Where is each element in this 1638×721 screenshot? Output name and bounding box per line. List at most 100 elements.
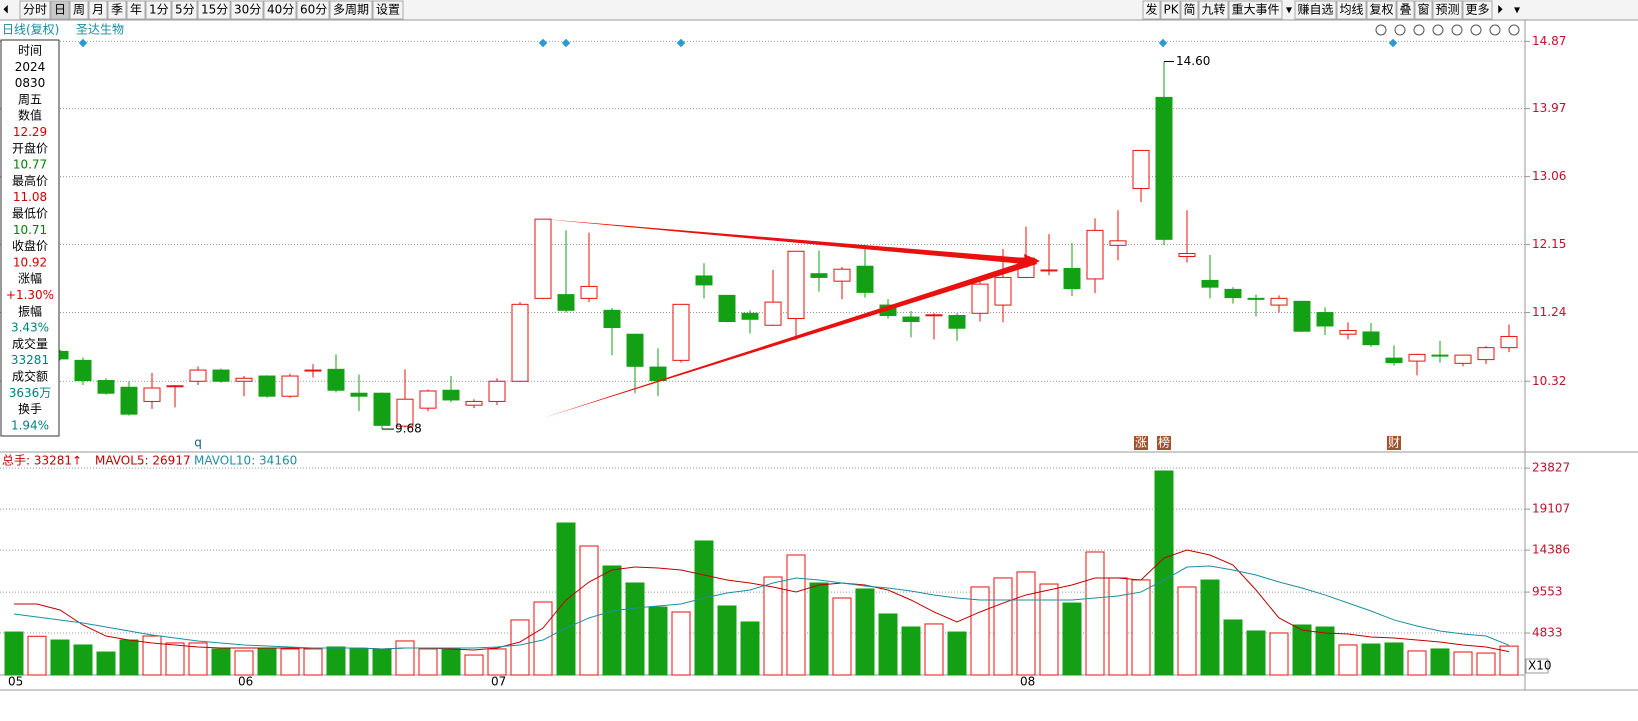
toolbar-label[interactable]: 叠	[1400, 3, 1412, 17]
toolbar-button[interactable]	[69, 0, 89, 20]
toolbar-label[interactable]: 年	[130, 3, 142, 17]
toolbar-label[interactable]: 发	[1146, 2, 1158, 17]
toolbar-label[interactable]: 40分	[267, 3, 294, 17]
volume-bar	[694, 540, 714, 676]
toolbar-label[interactable]: 简	[1184, 3, 1196, 17]
toolbar-button[interactable]	[329, 0, 373, 20]
toolbar-label[interactable]: 30分	[234, 3, 261, 17]
toolbar-button[interactable]	[19, 0, 51, 20]
toolbar-label[interactable]: 季	[111, 3, 123, 17]
candle-body	[1132, 149, 1150, 190]
volume-bar	[533, 601, 553, 676]
tool-hand[interactable]	[1394, 24, 1406, 36]
volume-legend: 总手: 33281↑	[2, 454, 82, 468]
candle-body	[120, 386, 138, 415]
volume-bar	[717, 605, 737, 676]
toolbar-button[interactable]	[230, 0, 264, 20]
toolbar-label[interactable]: 复权	[1370, 3, 1394, 17]
toolbar-label[interactable]: 1分	[149, 3, 169, 17]
toolbar-label[interactable]: 60分	[300, 3, 327, 17]
toolbar-button[interactable]	[1414, 0, 1433, 20]
toolbar-label[interactable]: 重大事件	[1232, 3, 1280, 17]
toolbar-button[interactable]	[1142, 0, 1161, 20]
info-label: 最高价	[12, 173, 48, 188]
tool-undo[interactable]	[1432, 24, 1444, 36]
toolbar-button[interactable]	[50, 0, 70, 20]
toolbar-button[interactable]	[1336, 0, 1367, 20]
volume-bar	[970, 586, 990, 676]
toolbar-button[interactable]	[1462, 0, 1493, 20]
volume-bar	[901, 626, 921, 676]
tool-zoom-in[interactable]	[1489, 24, 1501, 36]
icon-menu[interactable]: ▾	[1514, 3, 1520, 17]
volume-bar	[1154, 470, 1174, 676]
tool-cut[interactable]	[1451, 24, 1463, 36]
volume-bar	[257, 648, 277, 676]
ma-line	[13, 565, 1510, 650]
volume-bar	[1338, 644, 1358, 676]
toolbar-button[interactable]	[372, 0, 404, 20]
toolbar-label[interactable]: 日	[54, 3, 66, 17]
plot	[0, 40, 1525, 676]
tool-play[interactable]	[1413, 24, 1425, 36]
toolbar-button[interactable]	[1396, 0, 1415, 20]
candle-body	[1339, 329, 1357, 335]
event-marker: 涨	[1135, 435, 1147, 450]
toolbar-button[interactable]	[1366, 0, 1397, 20]
icon-next[interactable]: ⏵	[1497, 3, 1503, 17]
toolbar-button[interactable]	[88, 0, 108, 20]
volume-bar	[1292, 624, 1312, 676]
volume-bar	[349, 648, 369, 676]
unit-box	[1525, 658, 1549, 674]
toolbar-button[interactable]	[171, 0, 198, 20]
tool-zoom-out[interactable]	[1508, 24, 1520, 36]
toolbar-label[interactable]: 5分	[175, 3, 195, 17]
toolbar-button[interactable]	[107, 0, 127, 20]
candle-body	[1178, 253, 1196, 258]
icon-prev[interactable]: ⏴	[3, 3, 9, 17]
toolbar-label[interactable]: 月	[92, 3, 104, 17]
candle-body	[1408, 353, 1426, 362]
volume-bar	[1246, 630, 1266, 676]
candle-body	[1431, 354, 1449, 357]
toolbar-label[interactable]: 赚自选	[1298, 2, 1334, 17]
info-value: 33281	[11, 353, 49, 367]
toolbar-button[interactable]	[1432, 0, 1463, 20]
toolbar-button[interactable]	[1294, 0, 1337, 20]
volume-bar	[556, 522, 576, 676]
toolbar-button[interactable]	[263, 0, 297, 20]
toolbar-button[interactable]	[145, 0, 172, 20]
volume-unit: X10	[1528, 659, 1552, 673]
toolbar-label[interactable]: 设置	[376, 3, 400, 17]
toolbar-label[interactable]: 均线	[1340, 3, 1364, 17]
toolbar-button[interactable]	[1180, 0, 1199, 20]
toolbar-label[interactable]: 分时	[23, 3, 47, 17]
toolbar-button[interactable]	[296, 0, 330, 20]
volume-bar	[1407, 650, 1427, 676]
toolbar-label[interactable]: PK	[1164, 3, 1180, 17]
volume-bar	[1108, 577, 1128, 676]
toolbar-label[interactable]: 预测	[1436, 3, 1460, 17]
icon-dropdown[interactable]: ▾	[1286, 3, 1292, 17]
toolbar-label[interactable]: 更多	[1466, 3, 1490, 17]
candle-body	[511, 303, 529, 382]
info-label: 成交量	[12, 336, 48, 351]
toolbar-label[interactable]: 多周期	[333, 3, 369, 17]
toolbar-label[interactable]: 周	[73, 3, 85, 17]
toolbar-button[interactable]	[1228, 0, 1283, 20]
toolbar-button[interactable]	[1198, 0, 1229, 20]
candle-body	[1477, 347, 1495, 361]
toolbar-button[interactable]	[197, 0, 231, 20]
toolbar-label[interactable]: 15分	[201, 3, 228, 17]
tool-eye[interactable]	[1375, 24, 1387, 36]
tool-refresh[interactable]	[1470, 24, 1482, 36]
toolbar-label[interactable]: 九转	[1202, 2, 1226, 17]
volume-bar	[740, 621, 760, 676]
toolbar-button[interactable]	[1160, 0, 1181, 20]
candle-body	[1040, 269, 1058, 272]
candle-body	[74, 359, 92, 382]
toolbar-label[interactable]: 窗	[1418, 3, 1430, 17]
toolbar-button[interactable]	[126, 0, 146, 20]
volume-bar	[142, 635, 162, 676]
info-label: 开盘价	[12, 140, 48, 155]
